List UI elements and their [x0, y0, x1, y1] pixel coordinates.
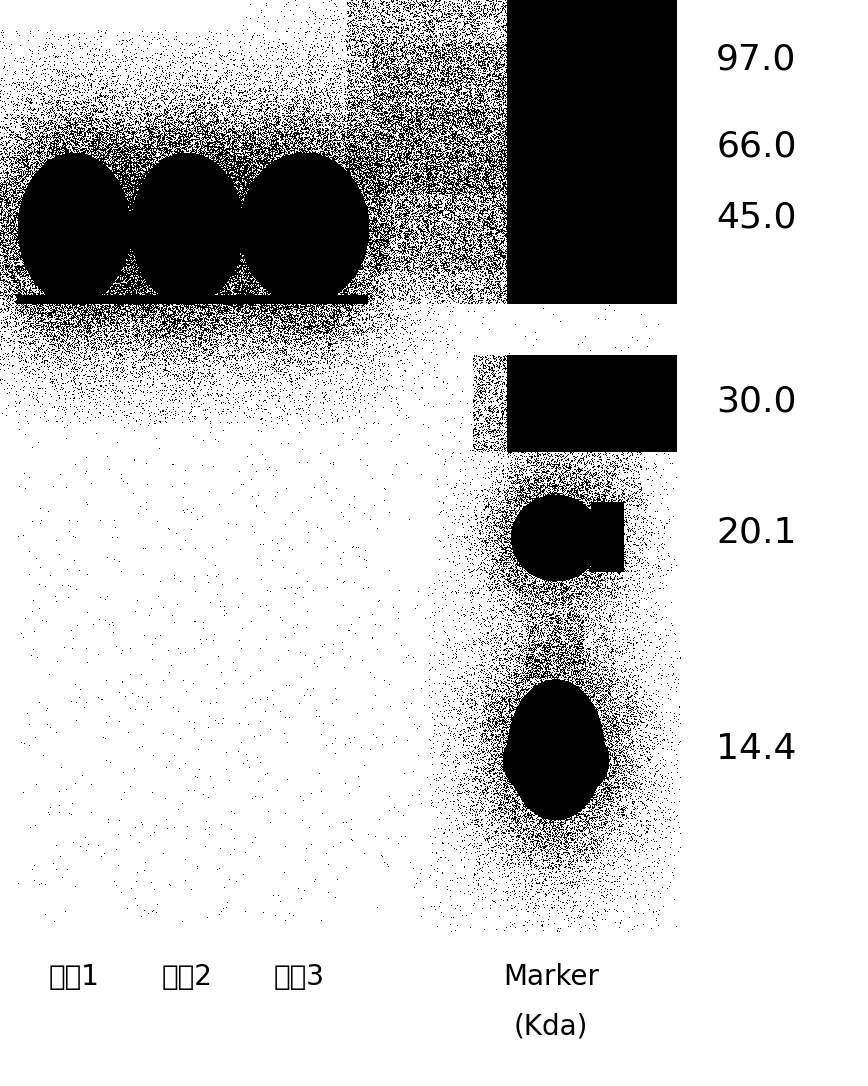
Text: 14.4: 14.4 — [716, 732, 797, 767]
Text: 样品3: 样品3 — [274, 963, 325, 992]
Text: 66.0: 66.0 — [716, 129, 797, 164]
Text: (Kda): (Kda) — [514, 1012, 589, 1040]
Text: 97.0: 97.0 — [716, 42, 797, 77]
Text: Marker: Marker — [503, 963, 599, 992]
Text: 20.1: 20.1 — [716, 515, 797, 550]
Text: 样品1: 样品1 — [49, 963, 99, 992]
Text: 样品2: 样品2 — [161, 963, 212, 992]
Text: 45.0: 45.0 — [716, 200, 797, 235]
Text: 30.0: 30.0 — [716, 384, 797, 419]
